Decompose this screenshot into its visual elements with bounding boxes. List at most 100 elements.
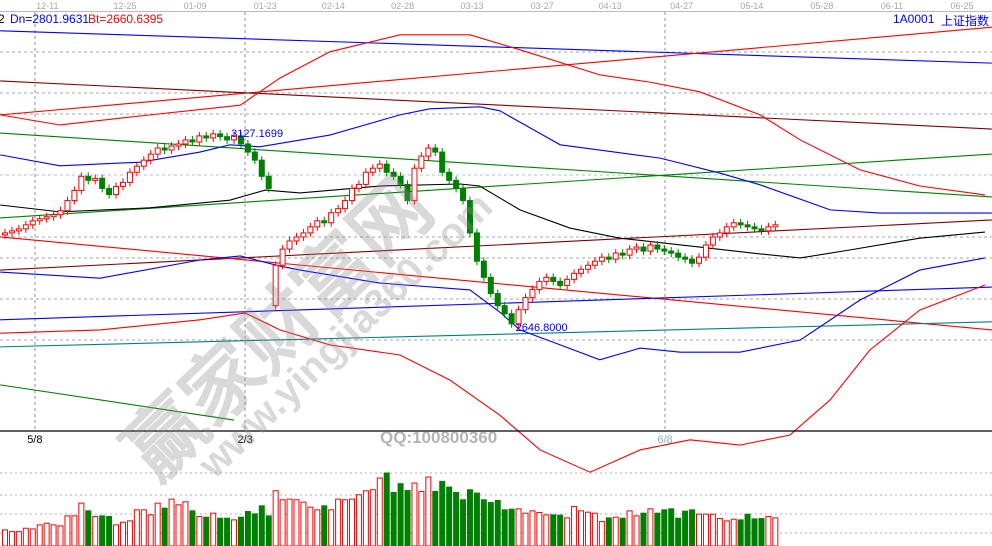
volume-bar (203, 516, 210, 546)
volume-bar (494, 499, 501, 546)
candle-down (161, 147, 168, 151)
volume-bar (605, 517, 612, 546)
volume-bar (439, 480, 446, 546)
volume-bar (751, 518, 758, 546)
candle-up (57, 210, 64, 216)
volume-bar (640, 512, 647, 546)
volume-bar (390, 491, 397, 546)
volume-bar (633, 515, 640, 546)
volume-bar (522, 512, 529, 546)
candle-down (460, 187, 467, 202)
candle-down (466, 200, 473, 234)
indicator-line (0, 106, 992, 214)
top-axis-label: 01-23 (254, 1, 277, 11)
volume-bar (140, 509, 147, 546)
candle-down (744, 224, 751, 228)
volume-bar (668, 508, 675, 546)
volume-bar (189, 510, 196, 546)
candle-up (418, 155, 425, 169)
indicator-line (0, 132, 992, 198)
dn-value: Dn=2801.9631 (10, 12, 90, 26)
volume-bar (730, 518, 737, 546)
volume-bar (293, 499, 300, 546)
candle-up (591, 260, 598, 266)
candle-up (709, 236, 716, 246)
candle-up (342, 200, 349, 210)
candle-down (453, 179, 460, 189)
indicator-line (0, 153, 992, 219)
volume-bar (272, 490, 279, 546)
volume-bar (591, 512, 598, 546)
volume-bar (654, 512, 661, 546)
candle-down (265, 175, 272, 189)
candle-up (598, 256, 605, 262)
candle-up (126, 171, 133, 183)
candle-up (765, 226, 772, 232)
top-axis-label: 12-11 (36, 1, 58, 11)
candle-up (15, 228, 22, 232)
candle-down (661, 248, 668, 252)
volume-bar (307, 506, 314, 546)
volume-bar (286, 498, 293, 546)
volume-bar (466, 489, 473, 546)
candle-down (439, 151, 446, 173)
candle-up (147, 153, 154, 161)
candle-up (355, 183, 362, 189)
top-axis-label: 03-13 (461, 1, 484, 11)
volume-bar (106, 516, 113, 546)
candle-down (390, 171, 397, 177)
volume-bar (709, 513, 716, 546)
date-marker: 5/8 (27, 434, 42, 446)
candle-up (154, 147, 161, 155)
indicator-line (0, 34, 986, 196)
candle-up (29, 220, 36, 226)
top-axis-label: 06-25 (951, 1, 974, 11)
candle-up (8, 230, 15, 234)
volume-bar (383, 472, 390, 546)
volume-bar (92, 516, 99, 546)
volume-bar (550, 514, 557, 546)
candle-down (619, 252, 626, 256)
volume-bar (578, 510, 585, 546)
candle-up (772, 224, 779, 228)
candle-up (43, 216, 50, 220)
volume-bar (2, 529, 8, 546)
top-axis-label: 12-25 (114, 1, 137, 11)
candle-up (119, 181, 126, 187)
candle-down (432, 147, 439, 153)
candle-down (689, 258, 696, 264)
indicator-line (0, 384, 235, 421)
candle-up (182, 139, 189, 145)
candle-up (196, 135, 203, 143)
indicator-line (0, 236, 992, 331)
volume-bar (418, 490, 425, 546)
volume-bar (8, 531, 15, 546)
volume-bar (231, 519, 238, 546)
volume-bar (696, 513, 702, 546)
candle-up (515, 309, 522, 325)
volume-bar (244, 511, 251, 546)
candle-up (536, 280, 543, 290)
top-axis-label: 02-14 (322, 1, 345, 11)
volume-bar (446, 486, 453, 546)
candle-up (113, 185, 120, 196)
candle-up (175, 143, 182, 147)
candle-down (99, 177, 106, 189)
candle-down (404, 183, 411, 202)
volume-bar (689, 509, 696, 546)
indicator-line (0, 255, 986, 361)
candle-down (550, 276, 557, 282)
candle-down (508, 313, 515, 325)
volume-bar (404, 489, 411, 546)
candle-down (494, 293, 501, 307)
candle-down (473, 232, 480, 262)
candle-up (349, 187, 355, 202)
volume-bar (251, 513, 258, 546)
volume-bar (744, 513, 751, 546)
volume-bar (279, 499, 286, 546)
volume-bar (224, 517, 231, 546)
volume-bar (342, 499, 349, 546)
candle-down (682, 256, 689, 260)
candle-down (557, 280, 564, 286)
